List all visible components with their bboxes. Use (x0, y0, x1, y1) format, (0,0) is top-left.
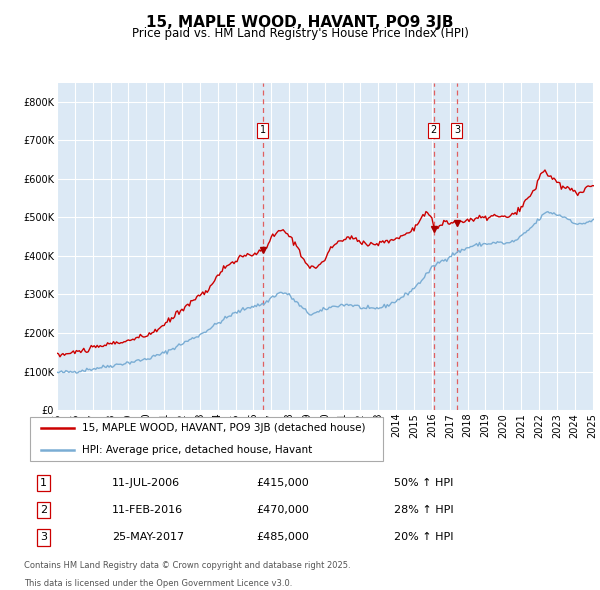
Text: £470,000: £470,000 (256, 505, 309, 515)
Text: Contains HM Land Registry data © Crown copyright and database right 2025.: Contains HM Land Registry data © Crown c… (24, 561, 350, 570)
Text: 2: 2 (40, 505, 47, 515)
Text: 28% ↑ HPI: 28% ↑ HPI (394, 505, 454, 515)
Text: 1: 1 (260, 125, 266, 135)
FancyBboxPatch shape (29, 417, 383, 461)
Text: 1: 1 (40, 478, 47, 487)
Text: 3: 3 (454, 125, 460, 135)
Text: £415,000: £415,000 (256, 478, 308, 487)
Text: 20% ↑ HPI: 20% ↑ HPI (394, 533, 454, 542)
Text: Price paid vs. HM Land Registry's House Price Index (HPI): Price paid vs. HM Land Registry's House … (131, 27, 469, 40)
Text: 3: 3 (40, 533, 47, 542)
Text: 11-JUL-2006: 11-JUL-2006 (112, 478, 181, 487)
Text: 15, MAPLE WOOD, HAVANT, PO9 3JB: 15, MAPLE WOOD, HAVANT, PO9 3JB (146, 15, 454, 30)
Text: 15, MAPLE WOOD, HAVANT, PO9 3JB (detached house): 15, MAPLE WOOD, HAVANT, PO9 3JB (detache… (82, 423, 365, 433)
Text: 25-MAY-2017: 25-MAY-2017 (112, 533, 184, 542)
Text: 11-FEB-2016: 11-FEB-2016 (112, 505, 184, 515)
Text: HPI: Average price, detached house, Havant: HPI: Average price, detached house, Hava… (82, 445, 312, 455)
Text: 2: 2 (431, 125, 437, 135)
Text: 50% ↑ HPI: 50% ↑ HPI (394, 478, 453, 487)
Text: This data is licensed under the Open Government Licence v3.0.: This data is licensed under the Open Gov… (24, 579, 292, 588)
Text: £485,000: £485,000 (256, 533, 309, 542)
